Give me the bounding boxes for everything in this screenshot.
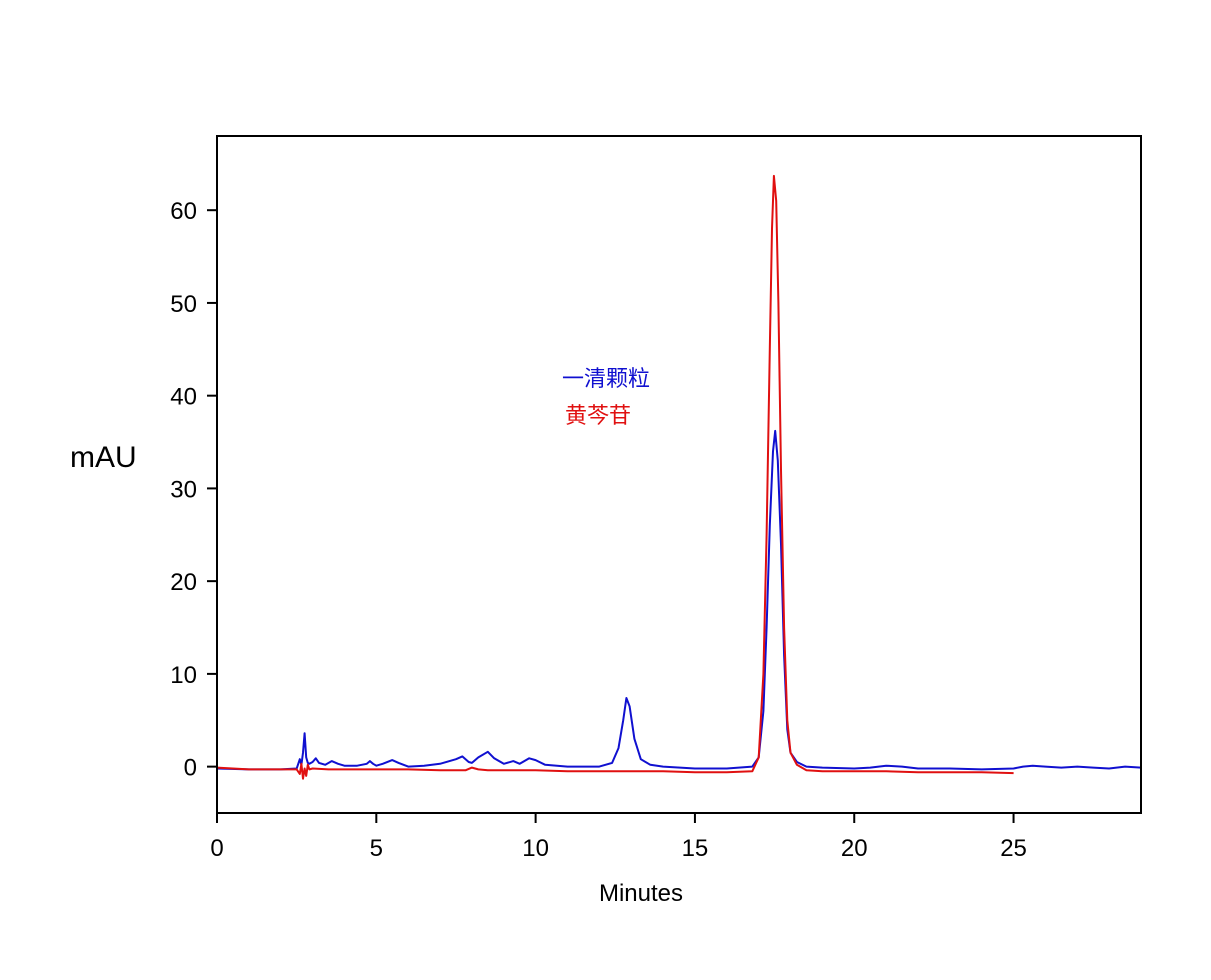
- x-axis-ticks: 0 5 10 15 20 25: [210, 813, 1027, 862]
- series-layer: [216, 174, 1142, 780]
- y-tick-label: 50: [170, 291, 197, 318]
- y-axis-title: mAU: [70, 441, 137, 474]
- y-tick-label: 30: [170, 476, 197, 503]
- x-tick-label: 20: [841, 835, 868, 862]
- x-tick-label: 0: [210, 835, 223, 862]
- y-tick-label: 40: [170, 384, 197, 411]
- x-tick-label: 5: [370, 835, 383, 862]
- legend-entry-yiqing-granule: 一清颗粒: [562, 367, 650, 392]
- y-tick-label: 10: [170, 662, 197, 689]
- legend-entry-baicalin: 黄芩苷: [565, 404, 631, 429]
- x-tick-label: 15: [682, 835, 709, 862]
- y-tick-label: 20: [170, 569, 197, 596]
- series-line-1: [216, 174, 1014, 780]
- y-tick-label: 0: [184, 755, 197, 782]
- x-tick-label: 10: [522, 835, 549, 862]
- series-line-0: [216, 429, 1142, 771]
- y-axis-ticks: 0 10 20 30 40 50 60: [170, 198, 217, 782]
- x-axis-title: Minutes: [599, 880, 683, 907]
- x-tick-label: 25: [1000, 835, 1027, 862]
- y-tick-label: 60: [170, 198, 197, 225]
- plot-frame: [216, 135, 1142, 814]
